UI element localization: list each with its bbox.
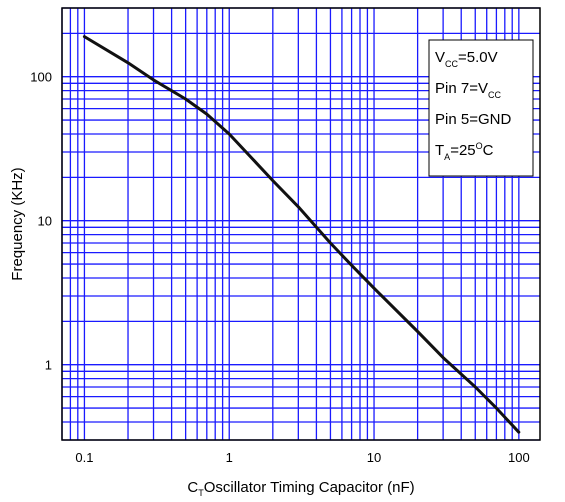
- x-tick-label: 0.1: [75, 450, 93, 465]
- x-axis-label-prefix: C: [187, 479, 198, 496]
- legend-entry-part: Pin 5=GND: [435, 111, 511, 128]
- x-tick-label: 1: [226, 450, 233, 465]
- x-tick-label: 10: [367, 450, 381, 465]
- legend-entry-part: A: [444, 152, 450, 162]
- legend-entry: Pin 7=VCC: [435, 80, 501, 100]
- legend-entry-part: =25: [450, 142, 475, 159]
- x-tick-label: 100: [508, 450, 530, 465]
- x-axis-label: CTOscillator Timing Capacitor (nF): [187, 479, 414, 498]
- legend-entry-part: T: [435, 142, 444, 159]
- y-tick-label: 100: [30, 70, 52, 85]
- tick-labels: 0.1 1 10 100 1 10 100: [30, 70, 529, 465]
- legend-entry-part: CC: [445, 59, 458, 69]
- plot-frame: [61, 7, 541, 441]
- y-tick-label: 10: [38, 214, 52, 229]
- legend-entry-part: CC: [488, 90, 501, 100]
- y-tick-label: 1: [45, 358, 52, 373]
- series-layer: [82, 35, 521, 434]
- legend-entry-part: V: [435, 49, 445, 66]
- series-line: [82, 35, 521, 434]
- legend-entry: Pin 5=GND: [435, 111, 511, 128]
- legend-entry: TA=25OC: [435, 141, 494, 162]
- legend-entry: VCC=5.0V: [435, 49, 498, 69]
- legend-entry-part: =5.0V: [458, 49, 498, 66]
- legend-box: [428, 39, 534, 177]
- legend-entry-part: O: [476, 141, 483, 151]
- y-axis-label: Frequency (KHz): [9, 167, 26, 280]
- x-axis-label-subscript: T: [198, 488, 204, 498]
- legend-entry-part: C: [483, 142, 494, 159]
- x-axis-label-text: Oscillator Timing Capacitor (nF): [204, 479, 415, 496]
- legend-entry-part: Pin 7=V: [435, 80, 488, 97]
